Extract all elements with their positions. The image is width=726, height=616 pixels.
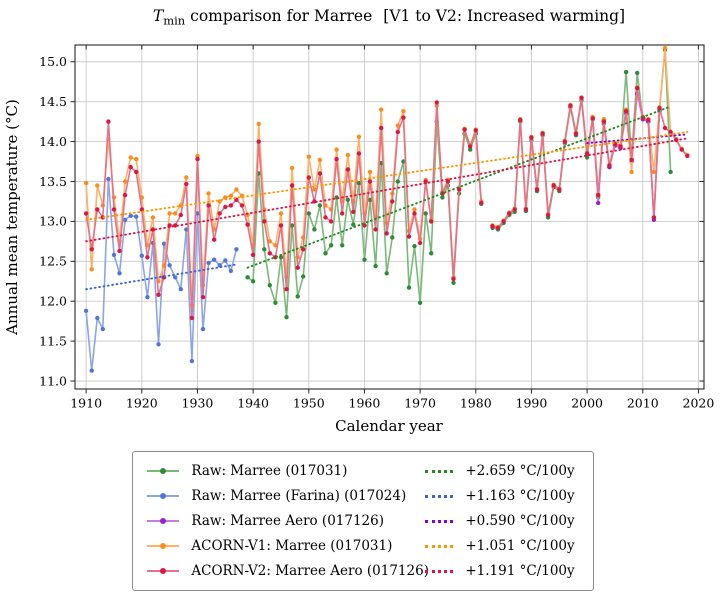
svg-text:1910: 1910 bbox=[70, 396, 102, 411]
legend-label: Raw: Marree (Farina) (017024) bbox=[191, 488, 407, 504]
svg-text:11.0: 11.0 bbox=[39, 373, 67, 388]
trend-raw-marree-aero bbox=[586, 133, 689, 145]
chart-svg: Tmin comparison for Marree [V1 to V2: Inc… bbox=[3, 7, 714, 435]
y-axis-label: Annual mean temperature (°C) bbox=[3, 99, 21, 336]
svg-text:15.0: 15.0 bbox=[39, 54, 67, 69]
legend-entry-acorn-v2: ACORN-V2: Marree Aero (017126) +1.191 °C… bbox=[147, 563, 575, 579]
legend-entry-raw-farina: Raw: Marree (Farina) (017024) +1.163 °C/… bbox=[147, 488, 575, 504]
svg-text:1980: 1980 bbox=[460, 396, 492, 411]
axis-ticks: 1910 1920 1930 1940 1950 1960 1970 1980 1990 2000… bbox=[39, 45, 714, 411]
svg-text:12.0: 12.0 bbox=[39, 294, 67, 309]
plot-frame bbox=[74, 44, 705, 390]
legend-trend-label: +0.590 °C/100y bbox=[465, 513, 575, 529]
trend-acorn-v2-marree-aero bbox=[85, 137, 689, 243]
svg-text:2000: 2000 bbox=[571, 396, 603, 411]
svg-text:1960: 1960 bbox=[349, 396, 381, 411]
trend-raw-marree bbox=[246, 105, 672, 269]
svg-text:11.5: 11.5 bbox=[39, 333, 67, 348]
svg-text:13.5: 13.5 bbox=[39, 174, 67, 189]
trend-raw-farina bbox=[85, 263, 238, 291]
legend-line-sample bbox=[147, 493, 180, 500]
legend-trend-label: +1.051 °C/100y bbox=[465, 538, 575, 554]
plot-area: 1910 1920 1930 1940 1950 1960 1970 1980 1990 2000… bbox=[39, 44, 714, 411]
page-title: Tmin comparison for Marree [V1 to V2: Inc… bbox=[153, 7, 625, 28]
legend: Raw: Marree (017031) +2.659 °C/100y Raw:… bbox=[132, 451, 594, 591]
chart-area: Tmin comparison for Marree [V1 to V2: Inc… bbox=[3, 7, 714, 435]
legend-line-sample bbox=[147, 568, 180, 575]
legend-trend-sample bbox=[425, 569, 454, 573]
x-axis-label: Calendar year bbox=[335, 417, 444, 435]
legend-label: Raw: Marree Aero (017126) bbox=[191, 513, 385, 529]
legend-entry-raw-marree: Raw: Marree (017031) +2.659 °C/100y bbox=[147, 463, 575, 479]
legend-trend-sample bbox=[425, 494, 454, 498]
legend-entry-acorn-v1: ACORN-V1: Marree (017031) +1.051 °C/100y bbox=[147, 538, 575, 554]
svg-text:1920: 1920 bbox=[126, 396, 158, 411]
svg-text:1940: 1940 bbox=[237, 396, 269, 411]
series-acorn-v2-marree-aero bbox=[83, 85, 690, 321]
trend-acorn-v1-marree bbox=[85, 131, 689, 221]
legend-line-sample bbox=[147, 518, 180, 525]
legend-trend-label: +2.659 °C/100y bbox=[465, 463, 575, 479]
legend-trend-sample bbox=[425, 544, 454, 548]
svg-text:1930: 1930 bbox=[182, 396, 214, 411]
svg-text:14.0: 14.0 bbox=[39, 134, 67, 149]
svg-text:1990: 1990 bbox=[516, 396, 548, 411]
legend-entry-raw-marree-aero: Raw: Marree Aero (017126) +0.590 °C/100y bbox=[147, 513, 575, 529]
legend-trend-sample bbox=[425, 519, 454, 523]
svg-text:12.5: 12.5 bbox=[39, 254, 67, 269]
legend-label: ACORN-V1: Marree (017031) bbox=[191, 538, 393, 554]
series-raw-farina bbox=[83, 176, 239, 373]
svg-text:13.0: 13.0 bbox=[39, 214, 67, 229]
legend-label: ACORN-V2: Marree Aero (017126) bbox=[191, 563, 429, 579]
svg-text:1970: 1970 bbox=[404, 396, 436, 411]
svg-text:14.5: 14.5 bbox=[39, 94, 67, 109]
legend-label: Raw: Marree (017031) bbox=[191, 463, 348, 479]
legend-line-sample bbox=[147, 543, 180, 550]
legend-line-sample bbox=[147, 468, 180, 475]
legend-trend-label: +1.191 °C/100y bbox=[465, 563, 575, 579]
svg-text:2010: 2010 bbox=[627, 396, 659, 411]
svg-text:2020: 2020 bbox=[683, 396, 715, 411]
svg-text:1950: 1950 bbox=[293, 396, 325, 411]
legend-trend-sample bbox=[425, 469, 454, 473]
legend-trend-label: +1.163 °C/100y bbox=[465, 488, 575, 504]
